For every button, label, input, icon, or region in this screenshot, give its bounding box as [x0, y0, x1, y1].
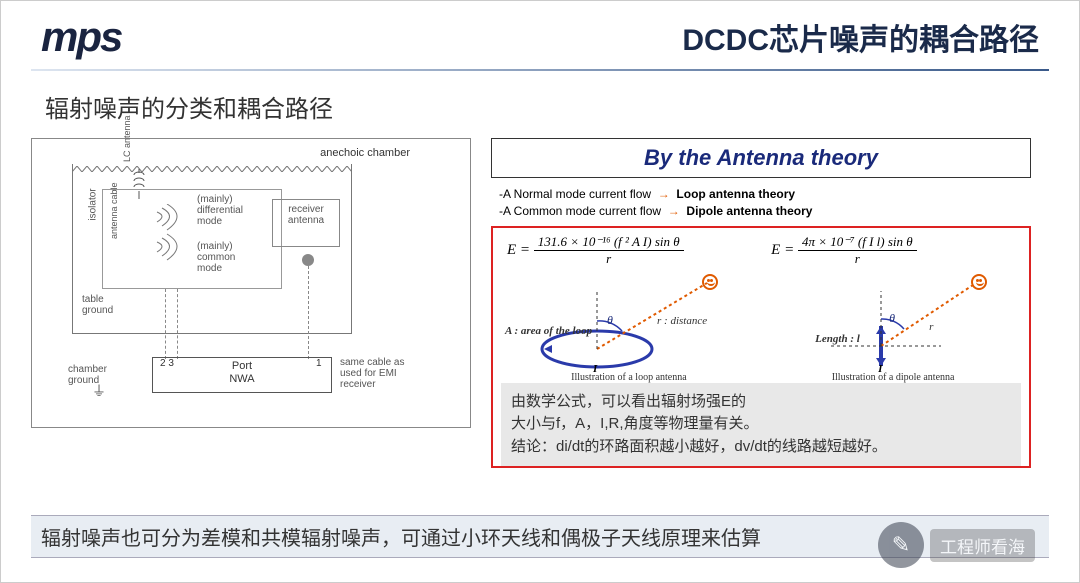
eq-label: E =: [771, 242, 794, 258]
dipole-illus-caption: Illustration of a dipole antenna: [771, 372, 1015, 383]
area-label: A : area of the loop: [505, 325, 592, 337]
receiver-box: receiver antenna: [272, 199, 340, 247]
dipole-numerator: 4π × 10⁻⁷ (f I l) sin θ: [798, 234, 917, 251]
gray-line-3: 结论：di/dt的环路面积越小越好，dv/dt的线路越短越好。: [511, 436, 1011, 459]
table-ground-label: table ground: [82, 294, 113, 316]
cable-note: same cable as used for EMI receiver: [340, 357, 404, 390]
cable-line: [165, 289, 166, 359]
watermark-icon: ✎: [878, 522, 924, 568]
r-distance-label: r : distance: [657, 315, 707, 327]
formula-red-box: E = 131.6 × 10⁻¹⁶ (f ² A I) sin θ r: [491, 226, 1031, 469]
port-num-left: 2 3: [160, 358, 174, 369]
eq-label: E =: [507, 242, 530, 258]
theta-label: θ: [607, 313, 613, 328]
loop-denominator: r: [534, 251, 684, 267]
inner-box: [102, 189, 282, 289]
content: anechoic chamber isolator antenna cable …: [1, 138, 1079, 468]
antenna-theory-panel: By the Antenna theory -A Normal mode cur…: [491, 138, 1031, 468]
sawtooth-icon: [72, 159, 352, 165]
loop-numerator: 131.6 × 10⁻¹⁶ (f ² A I) sin θ: [534, 234, 684, 251]
arrow-icon: →: [668, 204, 680, 218]
wave-icon: [152, 204, 192, 269]
watermark: ✎ 工程师看海: [878, 522, 1035, 568]
dipole-denominator: r: [798, 251, 917, 267]
arrow-icon: →: [658, 187, 670, 201]
cable-line: [177, 289, 178, 359]
dipole-theory-label: Dipole antenna theory: [686, 204, 812, 218]
loop-illustration: θ r : distance A : area of the loop I Il…: [507, 271, 751, 381]
loop-theory-label: Loop antenna theory: [676, 187, 795, 201]
slide-title: DCDC芯片噪声的耦合路径: [682, 15, 1039, 59]
ground-icon: ⏚: [92, 381, 106, 401]
loop-formula: E = 131.6 × 10⁻¹⁶ (f ² A I) sin θ r: [507, 234, 751, 381]
diff-mode-label: (mainly) differential mode: [197, 194, 243, 227]
conclusion-box: 由数学公式，可以看出辐射场强E的 大小与f，A，I,R,角度等物理量有关。 结论…: [501, 383, 1021, 467]
smiley-icon: [971, 274, 987, 290]
loop-illus-caption: Illustration of a loop antenna: [507, 372, 751, 383]
antenna-cable-label: antenna cable: [109, 182, 119, 239]
gray-line-2: 大小与f，A，I,R,角度等物理量有关。: [511, 413, 1011, 436]
chamber-label: anechoic chamber: [320, 147, 410, 159]
r-label: r: [929, 321, 933, 333]
port-num-right: 1: [316, 358, 322, 369]
header: mps DCDC芯片噪声的耦合路径: [1, 1, 1079, 69]
antenna-dot-icon: [302, 254, 314, 266]
theory-title: By the Antenna theory: [491, 138, 1031, 178]
formulas: E = 131.6 × 10⁻¹⁶ (f ² A I) sin θ r: [501, 234, 1021, 381]
cable-line: [308, 266, 309, 359]
logo: mps: [41, 13, 121, 61]
length-label: Length : l: [815, 333, 860, 345]
smiley-icon: [702, 274, 718, 290]
normal-mode-label: -A Normal mode current flow: [499, 187, 651, 201]
port-box: Port NWA: [152, 357, 332, 393]
lc-antenna-label: LC antenna: [122, 115, 132, 162]
dipole-illustration: θ r Length : l I Illustration of a dipol…: [771, 271, 1015, 381]
coil-icon: [132, 169, 146, 199]
common-mode-label: (mainly) common mode: [197, 241, 235, 274]
dipole-formula: E = 4π × 10⁻⁷ (f I l) sin θ r: [771, 234, 1015, 381]
common-mode-flow-label: -A Common mode current flow: [499, 204, 661, 218]
flow-lines: -A Normal mode current flow → Loop anten…: [491, 186, 1031, 226]
gray-line-1: 由数学公式，可以看出辐射场强E的: [511, 391, 1011, 414]
anechoic-chamber-diagram: anechoic chamber isolator antenna cable …: [31, 138, 471, 428]
watermark-text: 工程师看海: [930, 529, 1035, 562]
isolator-label: isolator: [88, 188, 99, 220]
subtitle: 辐射噪声的分类和耦合路径: [1, 71, 1079, 138]
theta-label: θ: [889, 311, 895, 326]
slide: mps DCDC芯片噪声的耦合路径 辐射噪声的分类和耦合路径 anechoic …: [0, 0, 1080, 583]
